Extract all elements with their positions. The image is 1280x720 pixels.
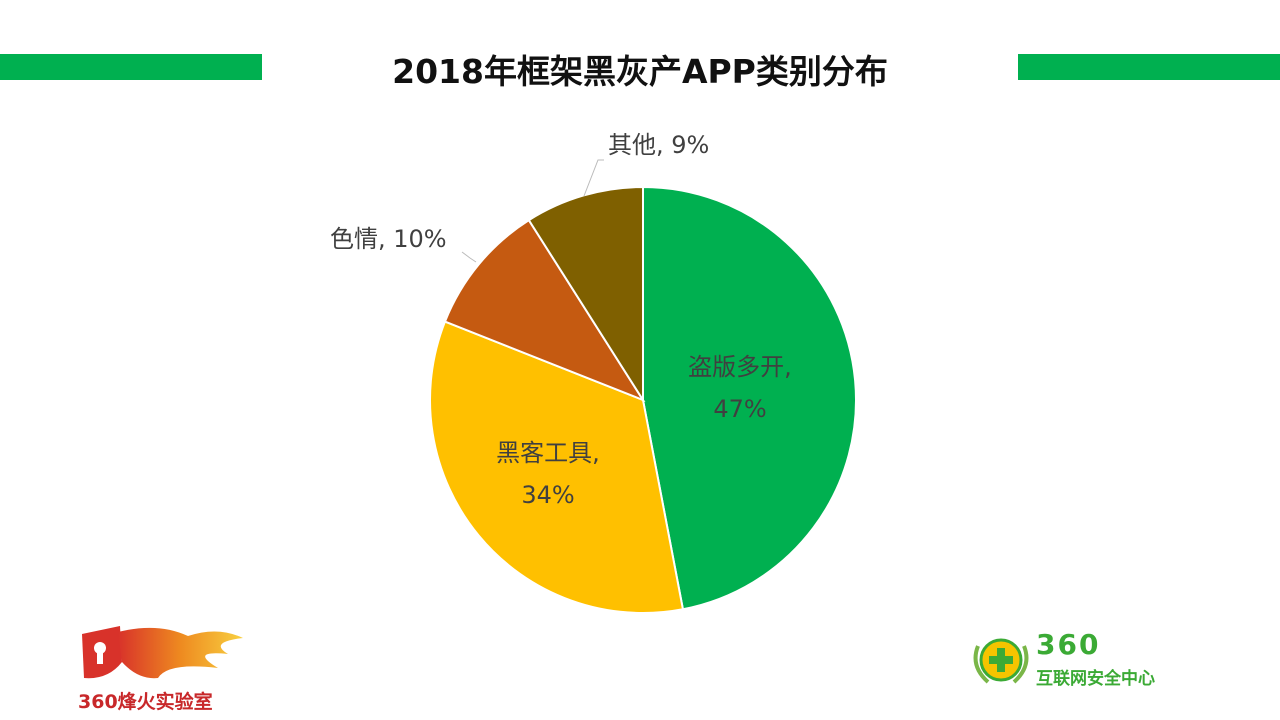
chart-title: 2018年框架黑灰产APP类别分布 xyxy=(392,52,888,91)
title-accent-bar-left xyxy=(0,54,262,80)
logo-360-text: 360 xyxy=(1036,628,1101,661)
slice-label-盗版多开: 盗版多开, 47% xyxy=(660,346,820,430)
slice-label-其他: 其他, 9% xyxy=(608,131,710,159)
pie-slice-盗版多开 xyxy=(642,185,857,611)
pie-slice-黑客工具 xyxy=(429,320,685,614)
label-value: 47% xyxy=(713,395,767,423)
label-category: 黑客工具, xyxy=(496,439,600,467)
leader-line-色情 xyxy=(461,251,477,263)
label-category: 盗版多开, xyxy=(688,353,792,381)
logo-360-fire-lab: 360烽火实验室 xyxy=(78,622,248,713)
logo-360-internet-security-center: 360 互联网安全中心 xyxy=(970,628,1190,692)
label-value: 34% xyxy=(521,481,575,509)
logo-text: 360烽火实验室 xyxy=(78,691,213,713)
slice-label-色情: 色情, 10% xyxy=(330,225,447,253)
logo-subtitle: 互联网安全中心 xyxy=(1036,669,1155,689)
pie-slice-色情 xyxy=(443,218,646,403)
pie-slice-其他 xyxy=(527,185,644,404)
title-accent-bar-right xyxy=(1018,54,1280,80)
slice-label-黑客工具: 黑客工具, 34% xyxy=(468,432,628,516)
leader-line-其他 xyxy=(583,159,604,197)
